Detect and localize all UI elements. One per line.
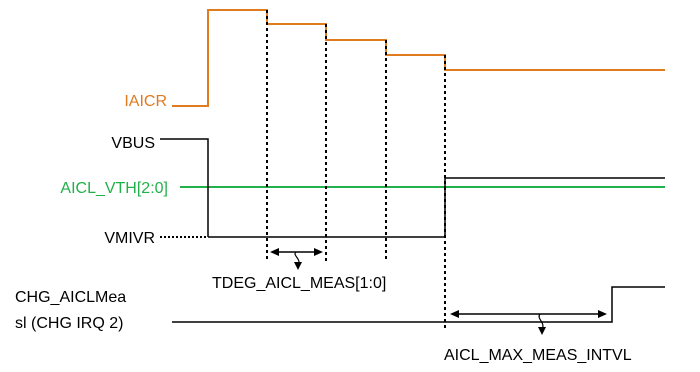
max-interval-arrowhead-right: [598, 310, 607, 318]
max-interval-callout-arrowhead: [538, 327, 546, 335]
vbus-waveform: [160, 138, 209, 237]
tdeg-callout-arrowhead: [294, 262, 302, 270]
chg-aiclmeas-waveform: [172, 286, 665, 323]
max-interval-label: AICL_MAX_MEAS_INTVL: [444, 347, 632, 364]
iaicr-waveform: [172, 9, 665, 107]
label-iaicr: IAICR: [124, 93, 167, 110]
tdeg-label: TDEG_AICL_MEAS[1:0]: [212, 275, 386, 292]
label-chg-aiclmeas-1: CHG_AICLMea: [15, 289, 126, 306]
label-chg-aiclmeas-2: sl (CHG IRQ 2): [15, 315, 123, 332]
label-vbus: VBUS: [111, 135, 155, 152]
tdeg-arrowhead-right: [314, 248, 323, 256]
max-interval-arrowhead-left: [450, 310, 459, 318]
label-aicl-vth: AICL_VTH[2:0]: [60, 180, 168, 197]
tdeg-arrowhead-left: [270, 248, 279, 256]
label-vmivr: VMIVR: [104, 230, 155, 247]
